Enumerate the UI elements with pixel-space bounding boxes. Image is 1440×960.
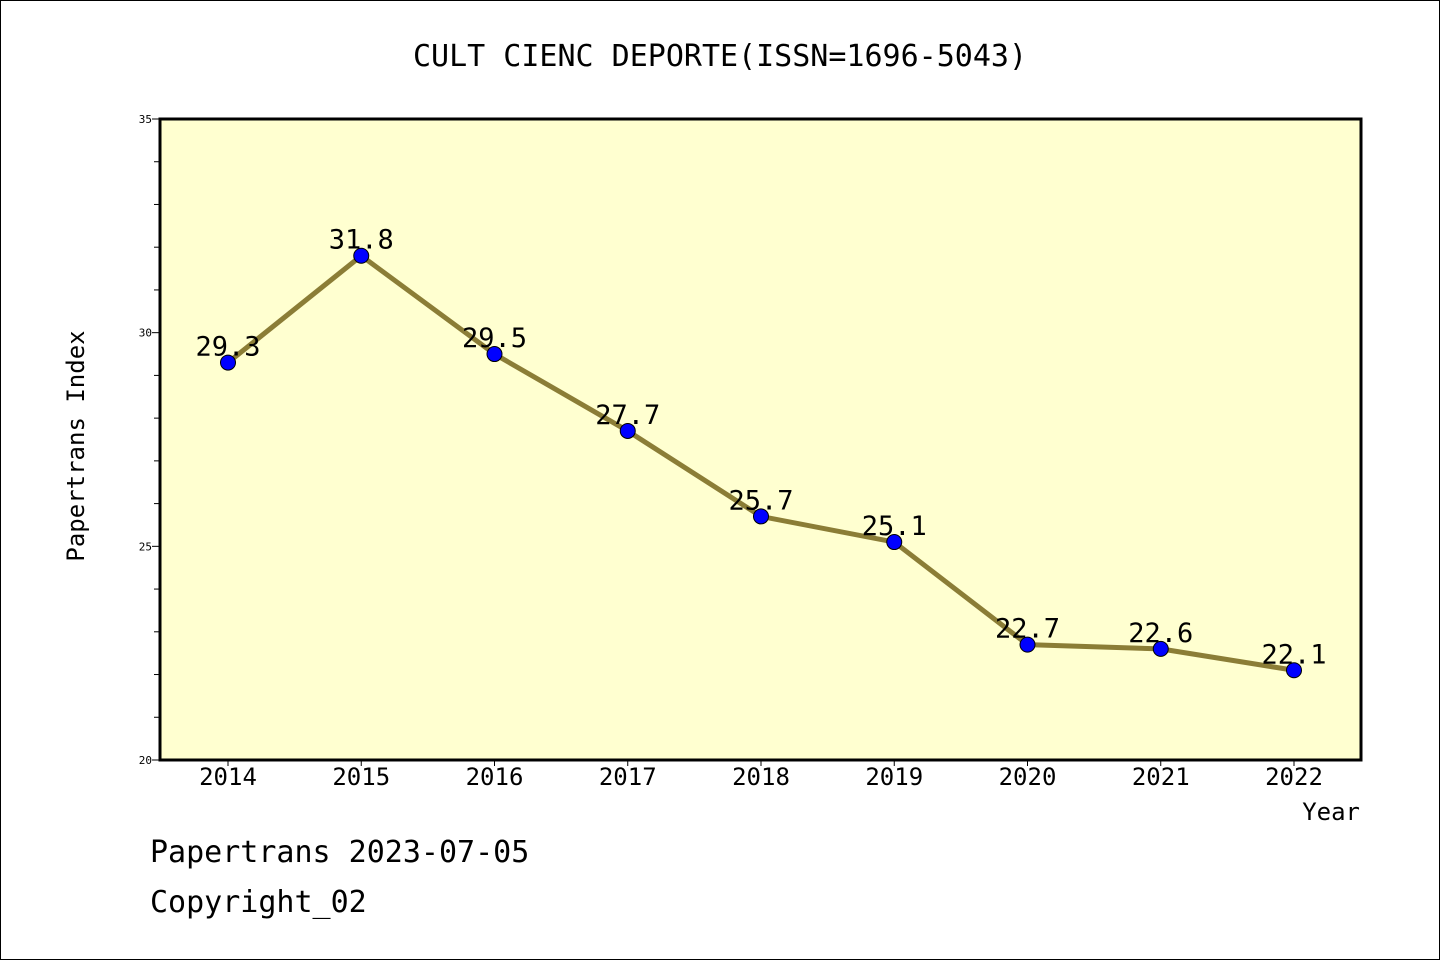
- footer-date: Papertrans 2023-07-05: [150, 835, 530, 870]
- data-points-group: [220, 247, 1302, 679]
- footer-copyright: Copyright_02: [150, 885, 367, 920]
- x-tick-label: 2019: [865, 763, 923, 791]
- data-point: [220, 354, 236, 371]
- data-label: 29.3: [195, 332, 260, 363]
- data-label: 31.8: [329, 225, 394, 256]
- data-label: 25.7: [728, 485, 793, 516]
- x-tick-label: 2015: [332, 763, 390, 791]
- chart-title: CULT CIENC DEPORTE(ISSN=1696-5043): [413, 39, 1027, 74]
- data-label: 27.7: [595, 400, 660, 431]
- data-label: 22.1: [1261, 639, 1326, 670]
- plot-area: [158, 117, 1363, 762]
- data-point: [1019, 636, 1036, 653]
- x-tick-label: 2014: [199, 763, 257, 791]
- data-point: [619, 422, 636, 439]
- x-tick-label: 2021: [1132, 763, 1190, 791]
- data-labels-group: 29.3 31.8 29.5 27.7 25.7 25.1 22.7 22.6 22.1: [195, 225, 1326, 671]
- y-tick-label: 35: [139, 113, 152, 126]
- data-label: 25.1: [862, 511, 927, 542]
- data-point: [353, 247, 370, 264]
- x-tick-label: 2016: [466, 763, 524, 791]
- x-tick-label: 2017: [599, 763, 657, 791]
- y-tick-label: 25: [139, 540, 152, 553]
- x-axis: 2014 2015 2016 2017 2018 2019 2020 2021 2022: [199, 760, 1323, 791]
- y-axis-title: Papertrans Index: [62, 330, 90, 561]
- data-point: [486, 346, 503, 363]
- x-tick-label: 2022: [1265, 763, 1323, 791]
- x-tick-label: 2020: [999, 763, 1057, 791]
- x-axis-title: Year: [1302, 798, 1360, 826]
- data-point: [886, 534, 903, 551]
- data-label: 22.6: [1128, 618, 1193, 649]
- data-label: 29.5: [462, 323, 527, 354]
- y-tick-label: 20: [139, 754, 152, 767]
- x-tick-label: 2018: [732, 763, 790, 791]
- data-point: [1286, 662, 1302, 679]
- data-point: [753, 508, 769, 525]
- data-label: 22.7: [995, 614, 1060, 645]
- data-point: [1152, 640, 1169, 657]
- y-axis: 20 25 30 35: [139, 113, 160, 767]
- y-tick-label: 30: [139, 327, 152, 340]
